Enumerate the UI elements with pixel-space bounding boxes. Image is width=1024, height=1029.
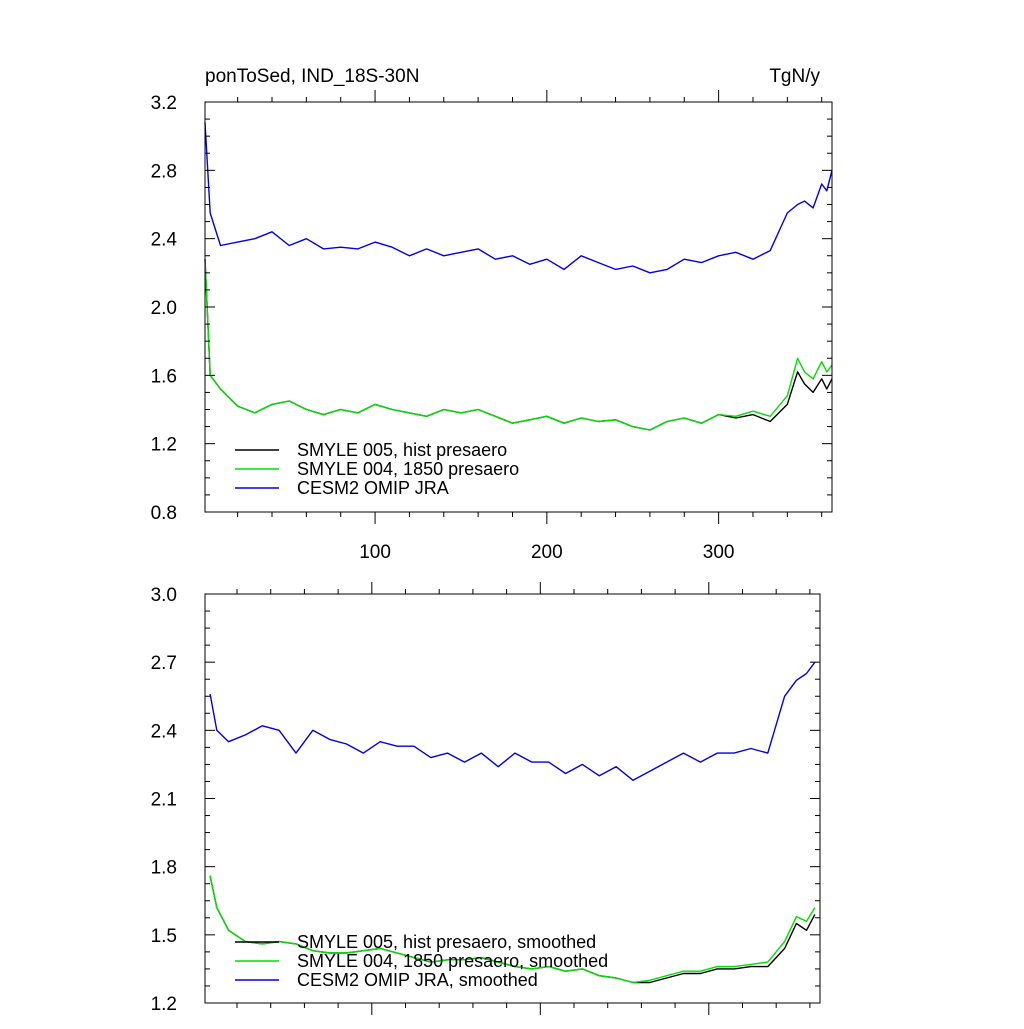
y-tick-label: 2.0: [151, 298, 177, 319]
legend-label: CESM2 OMIP JRA, smoothed: [297, 970, 538, 990]
y-tick-label: 1.6: [151, 366, 177, 387]
x-tick-label: 200: [531, 542, 563, 563]
y-tick-label: 1.8: [151, 858, 177, 879]
x-tick-label: 300: [703, 542, 735, 563]
panel-2: 1.2 1.5 1.8 2.1 2.4 2.7 3.0 SMYLE 005, hist pre…: [151, 582, 821, 1015]
series-line-1: [204, 259, 833, 431]
y-tick-label: 2.4: [151, 230, 178, 251]
legend: SMYLE 005, hist presaero, smoothedSMYLE …: [235, 932, 608, 990]
y-tick-label: 1.2: [151, 435, 177, 456]
series-line-3: [209, 661, 816, 781]
legend-label: SMYLE 004, 1850 presaero: [297, 459, 519, 479]
series-line-2: [209, 875, 816, 984]
y-tick-label: 2.8: [151, 161, 177, 182]
panel-1: 0.8 1.2 1.6 2.0 2.4 2.8 3.2 100 200 300 SMYLE 005,…: [151, 90, 833, 563]
legend-label: SMYLE 004, 1850 presaero, smoothed: [297, 951, 608, 971]
y-tick-label: 1.2: [151, 994, 177, 1015]
y-tick-label: 1.5: [151, 926, 177, 947]
chart-title: ponToSed, IND_18S-30N: [205, 66, 420, 87]
units-label: TgN/y: [769, 66, 820, 87]
y-tick-label: 3.0: [151, 585, 177, 606]
y-tick-label: 2.7: [151, 653, 177, 674]
legend-label: SMYLE 005, hist presaero, smoothed: [297, 932, 596, 952]
series-line-3: [204, 122, 833, 274]
x-tick-label: 100: [359, 542, 391, 563]
y-tick-label: 3.2: [151, 93, 177, 114]
y-tick-label: 2.4: [151, 721, 178, 742]
series-line-2: [204, 259, 833, 431]
y-tick-label: 0.8: [151, 503, 177, 524]
legend-label: SMYLE 005, hist presaero: [297, 440, 507, 460]
legend-label: CESM2 OMIP JRA: [297, 478, 449, 498]
y-tick-label: 2.1: [151, 790, 177, 811]
